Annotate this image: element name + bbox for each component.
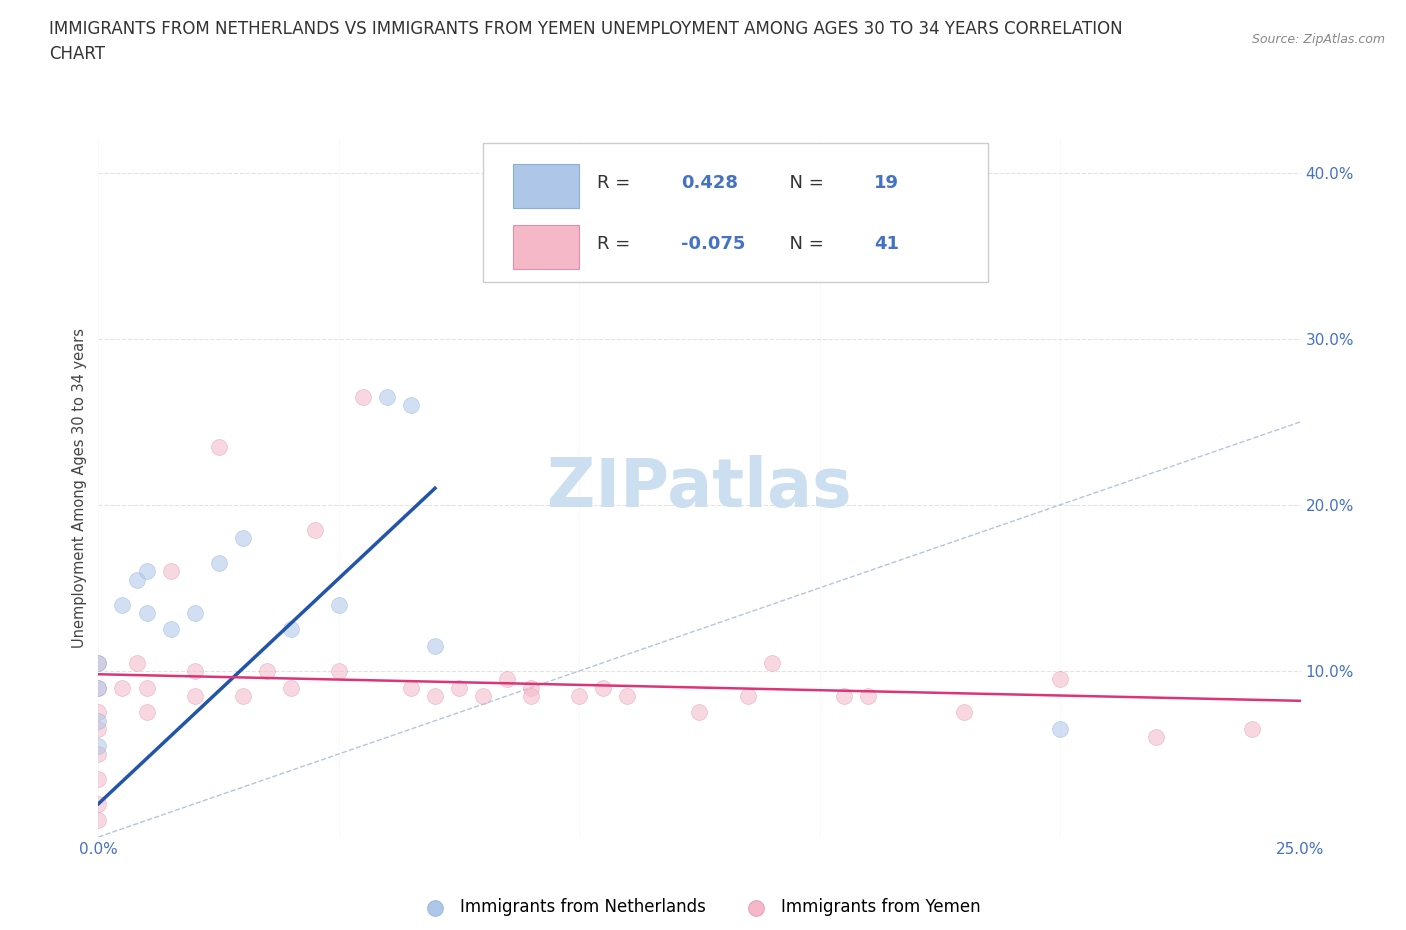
Point	[423, 639, 446, 654]
Point	[280, 680, 302, 695]
Point	[352, 390, 374, 405]
Point	[616, 688, 638, 703]
Point	[1241, 722, 1264, 737]
Point	[953, 705, 976, 720]
Text: ZIPatlas: ZIPatlas	[547, 456, 852, 521]
Legend: Immigrants from Netherlands, Immigrants from Yemen: Immigrants from Netherlands, Immigrants …	[412, 892, 987, 923]
Point	[87, 713, 110, 728]
Point	[135, 564, 157, 578]
Point	[761, 655, 783, 670]
Y-axis label: Unemployment Among Ages 30 to 34 years: Unemployment Among Ages 30 to 34 years	[72, 328, 87, 648]
Text: N =: N =	[778, 175, 830, 193]
Text: 41: 41	[873, 235, 898, 253]
Point	[832, 688, 855, 703]
Point	[87, 655, 110, 670]
Point	[87, 655, 110, 670]
Point	[125, 655, 148, 670]
Point	[87, 796, 110, 811]
Point	[87, 738, 110, 753]
Point	[688, 705, 710, 720]
Point	[496, 232, 519, 246]
Text: R =: R =	[598, 235, 637, 253]
Point	[568, 688, 591, 703]
Text: Source: ZipAtlas.com: Source: ZipAtlas.com	[1251, 33, 1385, 46]
Point	[87, 772, 110, 787]
Text: R =: R =	[598, 175, 637, 193]
FancyBboxPatch shape	[484, 143, 988, 283]
Point	[592, 680, 614, 695]
Point	[399, 680, 422, 695]
Text: CHART: CHART	[49, 45, 105, 62]
Point	[496, 671, 519, 686]
Point	[135, 680, 157, 695]
Point	[256, 663, 278, 678]
Point	[87, 747, 110, 762]
Point	[232, 688, 254, 703]
Point	[87, 722, 110, 737]
Point	[87, 705, 110, 720]
Point	[856, 688, 879, 703]
Point	[375, 390, 398, 405]
Point	[280, 622, 302, 637]
Point	[87, 680, 110, 695]
Point	[87, 813, 110, 828]
FancyBboxPatch shape	[513, 225, 579, 269]
Point	[1049, 671, 1071, 686]
Text: N =: N =	[778, 235, 830, 253]
Point	[208, 439, 231, 454]
Point	[328, 663, 350, 678]
Point	[447, 680, 470, 695]
Point	[472, 688, 495, 703]
Point	[183, 663, 205, 678]
Point	[111, 597, 134, 612]
Point	[423, 688, 446, 703]
Point	[520, 680, 543, 695]
Text: 19: 19	[873, 175, 898, 193]
Point	[183, 688, 205, 703]
Text: -0.075: -0.075	[682, 235, 745, 253]
Point	[1144, 730, 1167, 745]
Point	[399, 398, 422, 413]
Point	[183, 605, 205, 620]
Point	[111, 680, 134, 695]
Point	[208, 555, 231, 570]
Point	[135, 705, 157, 720]
Point	[737, 688, 759, 703]
Point	[87, 680, 110, 695]
Text: IMMIGRANTS FROM NETHERLANDS VS IMMIGRANTS FROM YEMEN UNEMPLOYMENT AMONG AGES 30 : IMMIGRANTS FROM NETHERLANDS VS IMMIGRANT…	[49, 20, 1123, 38]
Point	[135, 605, 157, 620]
Point	[520, 688, 543, 703]
Point	[125, 572, 148, 587]
Text: 0.428: 0.428	[682, 175, 738, 193]
FancyBboxPatch shape	[513, 164, 579, 208]
Point	[232, 531, 254, 546]
Point	[159, 564, 181, 578]
Point	[1049, 722, 1071, 737]
Point	[304, 523, 326, 538]
Point	[328, 597, 350, 612]
Point	[159, 622, 181, 637]
